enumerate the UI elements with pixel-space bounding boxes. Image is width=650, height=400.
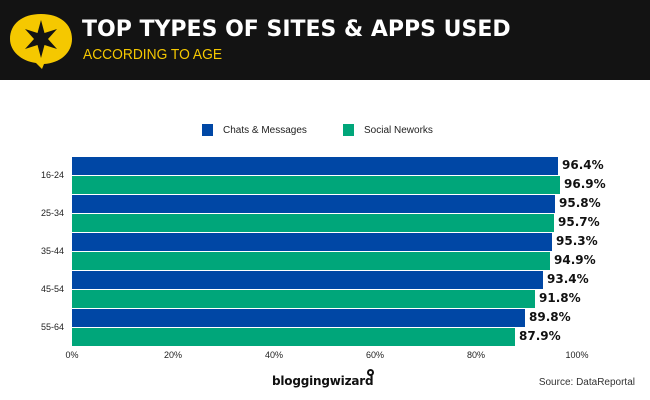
bar-social — [72, 176, 560, 194]
y-category-label: 16-24 — [40, 170, 64, 180]
bar-social — [72, 214, 554, 232]
y-category-label: 25-34 — [40, 208, 64, 218]
x-tick: 20% — [163, 350, 183, 360]
value-label: 89.8% — [529, 310, 571, 324]
source-note: Source: DataReportal — [538, 377, 635, 388]
chart-title: TOP TYPES OF SITES & APPS USED — [82, 17, 511, 42]
value-label: 95.3% — [556, 234, 598, 248]
value-label: 94.9% — [554, 253, 596, 267]
bar-social — [72, 328, 515, 346]
x-tick: 0% — [65, 350, 79, 360]
star-speech-bubble-icon — [10, 14, 72, 69]
bar-social — [72, 290, 535, 308]
bar-chats — [72, 309, 525, 327]
y-category-label: 45-54 — [40, 284, 64, 294]
value-label: 95.8% — [559, 196, 601, 210]
legend-label: Social Neworks — [364, 124, 433, 136]
bar-chats — [72, 271, 543, 289]
legend-item-social: Social Neworks — [343, 124, 433, 136]
value-label: 93.4% — [547, 272, 589, 286]
x-tick: 100% — [565, 350, 589, 360]
x-tick: 80% — [466, 350, 486, 360]
x-tick: 40% — [264, 350, 284, 360]
x-tick: 60% — [365, 350, 385, 360]
bar-chats — [72, 233, 552, 251]
y-category-label: 55-64 — [40, 322, 64, 332]
legend-item-chats: Chats & Messages — [202, 124, 307, 136]
legend: Chats & Messages Social Neworks — [0, 124, 650, 140]
legend-swatch-blue — [202, 124, 213, 136]
value-label: 91.8% — [539, 291, 581, 305]
value-label: 95.7% — [558, 215, 600, 229]
chart-subtitle: ACCORDING TO AGE — [83, 46, 223, 63]
value-label: 87.9% — [519, 329, 561, 343]
bar-chats — [72, 157, 558, 175]
legend-swatch-green — [343, 124, 354, 136]
value-label: 96.4% — [562, 158, 604, 172]
y-category-label: 35-44 — [40, 246, 64, 256]
value-label: 96.9% — [564, 177, 606, 191]
brand-dot-icon — [367, 369, 374, 376]
header-banner: TOP TYPES OF SITES & APPS USED ACCORDING… — [0, 0, 650, 80]
bar-chats — [72, 195, 555, 213]
legend-label: Chats & Messages — [223, 124, 307, 136]
brand-logo: bloggingwizard — [272, 374, 374, 388]
bar-social — [72, 252, 550, 270]
